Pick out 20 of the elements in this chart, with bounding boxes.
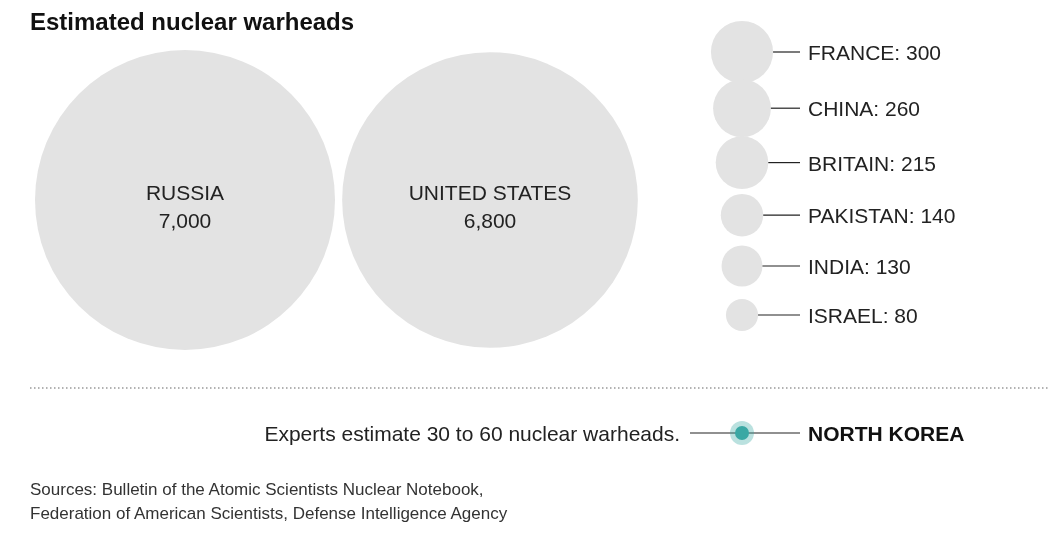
category-label: PAKISTAN: [808, 204, 909, 228]
category-label: FRANCE: [808, 41, 895, 64]
text: Estimated nuclear warheads: [30, 8, 355, 35]
category-label: CHINA: [808, 97, 874, 121]
source-note: Sources: Bulletin of the Atomic Scientists Nuclear Notebook, Federation of American Scientists, Defense Intelligence Agency: [30, 480, 508, 523]
category-label: NORTH KOREA: [808, 422, 965, 445]
data-label: : 215: [889, 151, 937, 175]
text: Experts estimate 30 to 60 nuclear warheads.: [264, 422, 680, 445]
data-label: : 260: [873, 97, 921, 121]
data-label: 6,800: [463, 209, 517, 232]
category-label: INDIA: [808, 255, 865, 278]
data-label: 7,000: [158, 209, 212, 232]
category-label: RUSSIA: [145, 181, 225, 204]
category-label: UNITED STATES: [408, 181, 572, 204]
category-label: ISRAEL: [808, 304, 883, 327]
category-label: BRITAIN: [808, 151, 890, 175]
data-label: : 140: [908, 204, 956, 228]
data-label: : 80: [882, 304, 918, 327]
data-label: : 130: [864, 255, 911, 278]
data-label: : 300: [894, 41, 942, 64]
